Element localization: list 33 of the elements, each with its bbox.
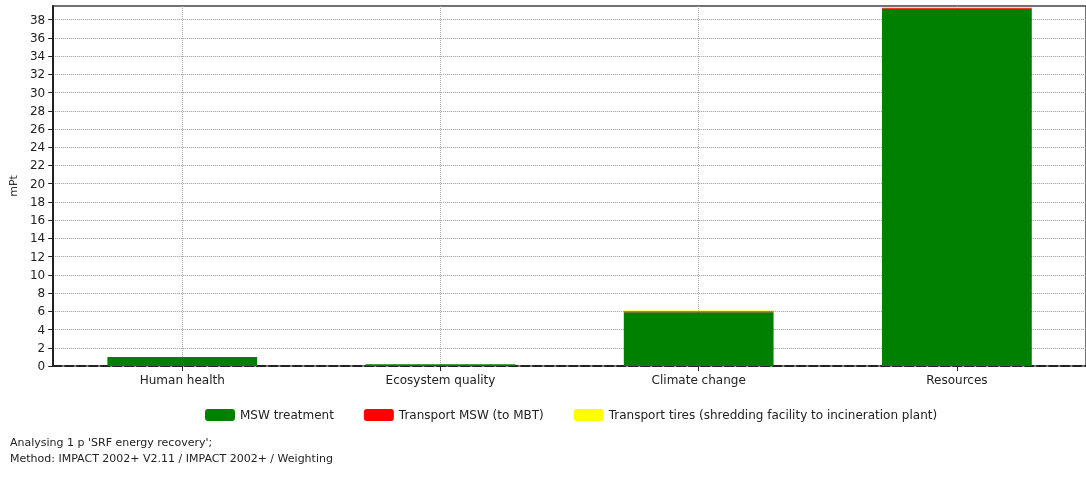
y-tick-label: 20: [29, 176, 46, 191]
y-tick-label: 36: [29, 30, 46, 45]
y-tick-label: 12: [29, 249, 46, 264]
y-tick-label: 6: [37, 304, 46, 319]
y-axis-title: mPt: [7, 174, 20, 197]
x-tick-label: Human health: [139, 373, 225, 387]
y-tick-label: 4: [37, 322, 46, 337]
y-tick-label: 2: [37, 340, 46, 355]
y-tick-label: 30: [29, 85, 46, 100]
y-tick-label: 24: [29, 140, 46, 155]
y-tick-label: 28: [29, 103, 46, 118]
y-tick-label: 34: [29, 49, 46, 64]
legend-label: Transport tires (shredding facility to incineration plant): [607, 408, 938, 422]
y-tick-label: 22: [29, 158, 46, 173]
y-tick-label: 14: [29, 231, 46, 246]
y-tick-label: 16: [29, 213, 46, 228]
y-tick-label: 26: [29, 122, 46, 137]
x-tick-label: Climate change: [651, 373, 746, 387]
text: Method: IMPACT 2002+ V2.11 / IMPACT 2002+ / Weighting: [10, 452, 333, 465]
y-tick-label: 0: [37, 359, 46, 373]
y-tick-label: 18: [29, 194, 46, 209]
legend-label: Transport MSW (to MBT): [397, 408, 544, 422]
y-tick-label: 10: [29, 267, 46, 282]
y-tick-label: 8: [37, 286, 46, 301]
bar: [882, 8, 1032, 366]
bar: [107, 356, 258, 366]
x-tick-label: Ecosystem quality: [385, 373, 496, 387]
text: Analysing 1 p 'SRF energy recovery';: [10, 436, 213, 449]
y-tick-label: 38: [29, 12, 46, 27]
bar: [623, 312, 774, 366]
legend-label: MSW treatment: [240, 408, 335, 422]
y-tick-label: 32: [29, 67, 46, 82]
x-tick-label: Resources: [926, 373, 988, 387]
